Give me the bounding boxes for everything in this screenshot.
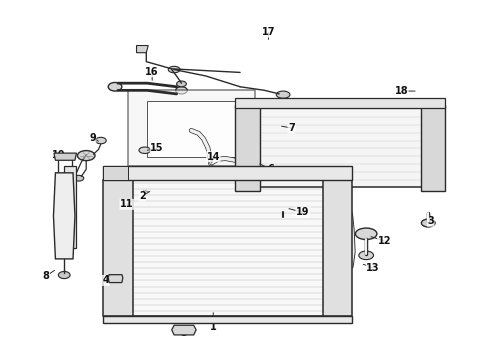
Text: 11: 11 bbox=[120, 199, 133, 210]
Ellipse shape bbox=[421, 219, 435, 227]
Ellipse shape bbox=[276, 204, 291, 212]
Polygon shape bbox=[137, 45, 148, 53]
Text: 2: 2 bbox=[139, 191, 146, 201]
Text: 4: 4 bbox=[102, 275, 109, 285]
Text: 15: 15 bbox=[150, 143, 164, 153]
Polygon shape bbox=[103, 316, 352, 323]
Text: 1: 1 bbox=[210, 322, 217, 332]
Text: 18: 18 bbox=[394, 86, 408, 96]
Ellipse shape bbox=[359, 251, 373, 260]
Ellipse shape bbox=[176, 81, 186, 87]
Ellipse shape bbox=[96, 137, 106, 144]
Polygon shape bbox=[235, 98, 445, 108]
Text: 12: 12 bbox=[377, 236, 391, 246]
Text: 8: 8 bbox=[43, 271, 49, 281]
Ellipse shape bbox=[74, 175, 84, 181]
Text: 13: 13 bbox=[366, 263, 380, 273]
Text: 14: 14 bbox=[206, 152, 220, 162]
Text: 16: 16 bbox=[146, 67, 159, 77]
Polygon shape bbox=[323, 180, 352, 316]
Polygon shape bbox=[147, 101, 240, 157]
Ellipse shape bbox=[132, 198, 144, 204]
Text: 6: 6 bbox=[268, 164, 274, 174]
Ellipse shape bbox=[175, 87, 187, 94]
Ellipse shape bbox=[108, 82, 122, 91]
Polygon shape bbox=[54, 153, 76, 160]
Polygon shape bbox=[103, 166, 128, 180]
Text: 7: 7 bbox=[288, 123, 295, 133]
Ellipse shape bbox=[77, 150, 95, 161]
Ellipse shape bbox=[138, 188, 152, 195]
Polygon shape bbox=[53, 173, 75, 259]
Text: 5: 5 bbox=[180, 328, 187, 338]
Polygon shape bbox=[108, 275, 123, 283]
Polygon shape bbox=[128, 180, 328, 316]
Polygon shape bbox=[255, 108, 426, 187]
Text: 3: 3 bbox=[427, 216, 434, 226]
Ellipse shape bbox=[168, 66, 180, 73]
Ellipse shape bbox=[139, 147, 151, 153]
Text: 19: 19 bbox=[296, 207, 309, 217]
Text: 10: 10 bbox=[51, 150, 65, 160]
Polygon shape bbox=[421, 105, 445, 191]
Ellipse shape bbox=[58, 271, 70, 279]
Polygon shape bbox=[64, 166, 76, 248]
Ellipse shape bbox=[276, 91, 290, 98]
Polygon shape bbox=[103, 166, 352, 180]
Polygon shape bbox=[172, 325, 196, 335]
Text: 17: 17 bbox=[262, 27, 275, 37]
Ellipse shape bbox=[355, 228, 377, 239]
Text: 9: 9 bbox=[89, 133, 96, 143]
Polygon shape bbox=[103, 180, 133, 316]
Polygon shape bbox=[235, 105, 260, 191]
Polygon shape bbox=[128, 90, 255, 166]
